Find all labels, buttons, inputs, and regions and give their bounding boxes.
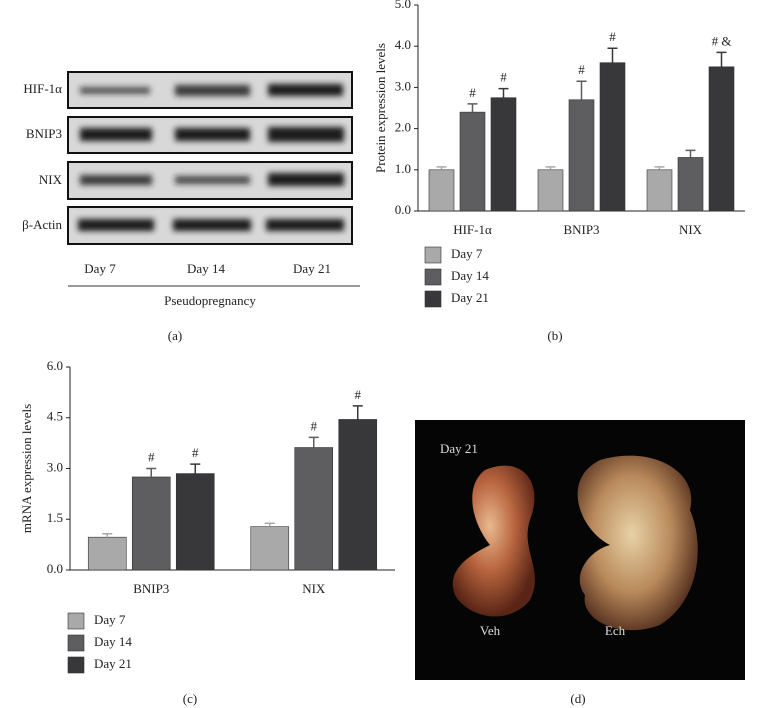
bar — [708, 66, 735, 212]
annotation: # — [609, 29, 616, 44]
panel-label: (a) — [168, 328, 182, 343]
bar — [677, 157, 704, 212]
row-label: HIF-1α — [23, 81, 62, 96]
bar — [175, 473, 215, 571]
x-tick-label: NIX — [679, 222, 703, 237]
group-label: Pseudopregnancy — [164, 293, 256, 308]
photo-label: Ech — [605, 623, 626, 638]
bar — [131, 476, 171, 571]
legend-label: Day 7 — [94, 612, 126, 627]
error-bar — [545, 166, 556, 170]
legend-swatch — [67, 634, 85, 652]
y-tick-label: 5.0 — [395, 0, 411, 11]
x-tick-label: BNIP3 — [133, 581, 169, 596]
legend-label: Day 21 — [451, 290, 489, 305]
error-bar — [685, 149, 696, 158]
row-label: β-Actin — [22, 217, 62, 232]
annotation: # & — [712, 33, 732, 48]
error-bar — [436, 166, 447, 170]
legend-label: Day 21 — [94, 656, 132, 671]
lane-label: Day 7 — [84, 261, 116, 276]
lane-label: Day 21 — [293, 261, 331, 276]
annotation: # — [192, 445, 199, 460]
lane-label: Day 14 — [187, 261, 225, 276]
bar — [250, 526, 290, 571]
error-bar — [716, 51, 727, 67]
y-axis-label: Protein expression levels — [373, 43, 388, 173]
error-bar — [146, 467, 157, 477]
y-tick-label: 4.5 — [47, 409, 63, 424]
legend-swatch — [424, 268, 442, 286]
row-label: NIX — [39, 172, 63, 187]
panel-label: (d) — [570, 691, 585, 706]
annotation: # — [500, 70, 507, 85]
error-bar — [654, 166, 665, 170]
bar — [338, 419, 378, 571]
error-bar — [467, 103, 478, 113]
panel-label: (c) — [183, 691, 197, 706]
legend-swatch — [424, 246, 442, 264]
error-bar — [102, 533, 113, 538]
annotation: # — [355, 387, 362, 402]
y-tick-label: 2.0 — [395, 120, 411, 135]
bar — [490, 97, 517, 212]
y-tick-label: 0.0 — [47, 561, 63, 576]
y-tick-label: 4.0 — [395, 37, 411, 52]
y-axis-label: mRNA expression levels — [19, 404, 34, 533]
legend-label: Day 14 — [94, 634, 132, 649]
legend-swatch — [67, 612, 85, 630]
y-tick-label: 6.0 — [47, 358, 63, 373]
y-tick-label: 0.0 — [395, 202, 411, 217]
error-bar — [576, 80, 587, 100]
error-bar — [352, 405, 363, 420]
legend-swatch — [67, 656, 85, 674]
annotation: # — [578, 62, 585, 77]
photo-label: Veh — [480, 623, 501, 638]
row-label: BNIP3 — [26, 126, 62, 141]
bar — [459, 111, 486, 212]
error-bar — [498, 87, 509, 98]
error-bar — [264, 522, 275, 527]
x-tick-label: BNIP3 — [563, 222, 599, 237]
error-bar — [607, 47, 618, 63]
y-tick-label: 3.0 — [395, 78, 411, 93]
y-tick-label: 1.5 — [47, 510, 63, 525]
bar — [87, 536, 127, 571]
y-tick-label: 1.0 — [395, 161, 411, 176]
annotation: # — [311, 418, 318, 433]
bar — [568, 99, 595, 212]
annotation: # — [148, 449, 155, 464]
x-tick-label: HIF-1α — [453, 222, 492, 237]
y-tick-label: 3.0 — [47, 459, 63, 474]
photo-title: Day 21 — [440, 441, 478, 456]
bands — [78, 84, 344, 231]
photo-panel: Day 21 Veh Ech (d) — [415, 420, 745, 706]
bar — [294, 447, 334, 571]
panel-label: (b) — [547, 328, 562, 343]
bar — [646, 169, 673, 212]
error-bar — [308, 436, 319, 448]
legend-swatch — [424, 290, 442, 308]
bar — [599, 62, 626, 212]
bar — [428, 169, 455, 212]
legend-label: Day 14 — [451, 268, 489, 283]
organ — [452, 465, 535, 617]
x-tick-label: NIX — [302, 581, 326, 596]
blot-panel: HIF-1α BNIP3 NIX β-Actin Day 7 Day 14 Da… — [22, 71, 360, 343]
legend-label: Day 7 — [451, 246, 483, 261]
organ — [577, 455, 698, 631]
error-bar — [190, 463, 201, 474]
annotation: # — [469, 85, 476, 100]
bar — [537, 169, 564, 212]
